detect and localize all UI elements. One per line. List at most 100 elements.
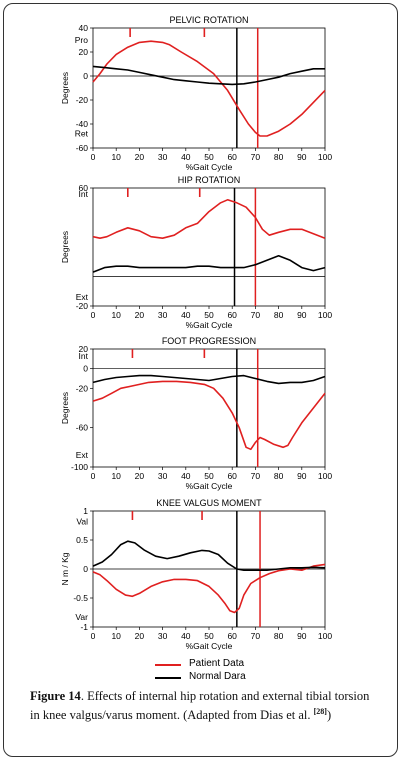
y-axis-label: Degrees [60,392,70,424]
chart-title: KNEE VALGUS MOMENT [156,498,262,508]
y-tick-label: -1 [80,622,88,632]
x-tick-label: 50 [204,471,214,481]
legend-swatch-patient [155,664,181,666]
legend: Patient Data Normal Dara [155,658,295,684]
x-tick-label: 60 [227,471,237,481]
caption-text: . Effects of internal hip rotation and e… [30,689,370,723]
y-tick-label: -20 [76,95,89,105]
series-normal-line [92,255,326,273]
x-tick-label: 30 [158,471,168,481]
x-tick-label: 40 [181,471,191,481]
y-tick-label: 0.5 [76,535,88,545]
x-tick-label: 80 [274,471,284,481]
x-axis-label: %Gait Cycle [186,641,233,650]
y-annotation: Var [75,612,88,622]
x-tick-label: 0 [91,310,96,320]
legend-label-normal: Normal Dara [189,671,246,682]
x-tick-label: 70 [251,631,261,641]
y-tick-label: -20 [76,301,89,311]
y-tick-label: 0 [83,564,88,574]
y-tick-label: -100 [71,462,88,472]
series-patient-line [92,199,326,239]
x-tick-label: 10 [111,471,121,481]
series-patient-line [92,40,326,137]
x-tick-label: 100 [318,310,332,320]
x-tick-label: 20 [135,631,145,641]
figure-frame [3,3,398,757]
y-tick-label: -0.5 [73,593,88,603]
x-tick-label: 20 [135,471,145,481]
caption-end: ) [326,708,332,723]
x-tick-label: 20 [135,152,145,162]
figure-caption: Figure 14. Effects of internal hip rotat… [30,689,380,723]
x-tick-label: 40 [181,310,191,320]
y-tick-label: -60 [76,423,89,433]
chart-title: HIP ROTATION [178,175,241,185]
series-normal-line [92,540,326,572]
x-tick-label: 40 [181,631,191,641]
y-axis-label: Degrees [60,72,70,104]
y-tick-label: -40 [76,119,89,129]
x-tick-label: 0 [91,471,96,481]
x-axis-label: %Gait Cycle [186,481,233,491]
x-tick-label: 70 [251,471,261,481]
x-axis-label: %Gait Cycle [186,162,233,172]
legend-item-normal: Normal Dara [155,671,295,684]
y-tick-label: 1 [83,506,88,516]
y-axis-label: Degrees [60,231,70,263]
x-tick-label: 10 [111,310,121,320]
series-patient-line [92,380,326,451]
x-tick-label: 90 [297,152,307,162]
legend-item-patient: Patient Data [155,658,295,671]
y-tick-label: 0 [83,364,88,374]
legend-swatch-normal [155,677,181,679]
x-tick-label: 50 [204,310,214,320]
y-annotation: Pro [75,35,89,45]
x-tick-label: 80 [274,310,284,320]
x-tick-label: 10 [111,631,121,641]
y-tick-label: 20 [79,344,89,354]
y-annotation: Val [76,516,88,526]
y-annotation: Int [79,189,89,199]
y-tick-label: 0 [83,71,88,81]
series-normal-line [92,65,325,86]
chart-title: PELVIC ROTATION [169,15,248,25]
x-tick-label: 50 [204,631,214,641]
x-tick-label: 60 [227,631,237,641]
y-annotation: Ext [76,450,89,460]
y-tick-label: 60 [79,183,89,193]
x-tick-label: 100 [318,471,332,481]
y-annotation: Ret [75,129,89,139]
x-tick-label: 90 [297,310,307,320]
y-tick-label: -20 [76,383,89,393]
plot-frame [92,187,326,307]
y-tick-label: 40 [79,23,89,33]
x-tick-label: 30 [158,310,168,320]
caption-reference: [28] [313,707,327,716]
x-tick-label: 90 [297,631,307,641]
x-tick-label: 40 [181,152,191,162]
x-tick-label: 70 [251,152,261,162]
x-tick-label: 0 [91,631,96,641]
x-tick-label: 100 [318,152,332,162]
series-normal-line [92,374,326,385]
x-tick-label: 70 [251,310,261,320]
plot-frame [92,27,326,149]
y-tick-label: -60 [76,143,89,153]
chart-title: FOOT PROGRESSION [162,336,256,346]
x-tick-label: 60 [227,310,237,320]
x-tick-label: 20 [135,310,145,320]
plot-frame [92,348,326,468]
y-axis-label: N m / Kg [60,552,70,585]
x-axis-label: %Gait Cycle [186,320,233,330]
x-tick-label: 0 [91,152,96,162]
x-tick-label: 50 [204,152,214,162]
x-tick-label: 60 [227,152,237,162]
x-tick-label: 90 [297,471,307,481]
legend-label-patient: Patient Data [189,658,245,669]
x-tick-label: 80 [274,152,284,162]
caption-figure-label: Figure 14 [30,689,81,703]
series-patient-line [92,563,326,614]
x-tick-label: 30 [158,631,168,641]
